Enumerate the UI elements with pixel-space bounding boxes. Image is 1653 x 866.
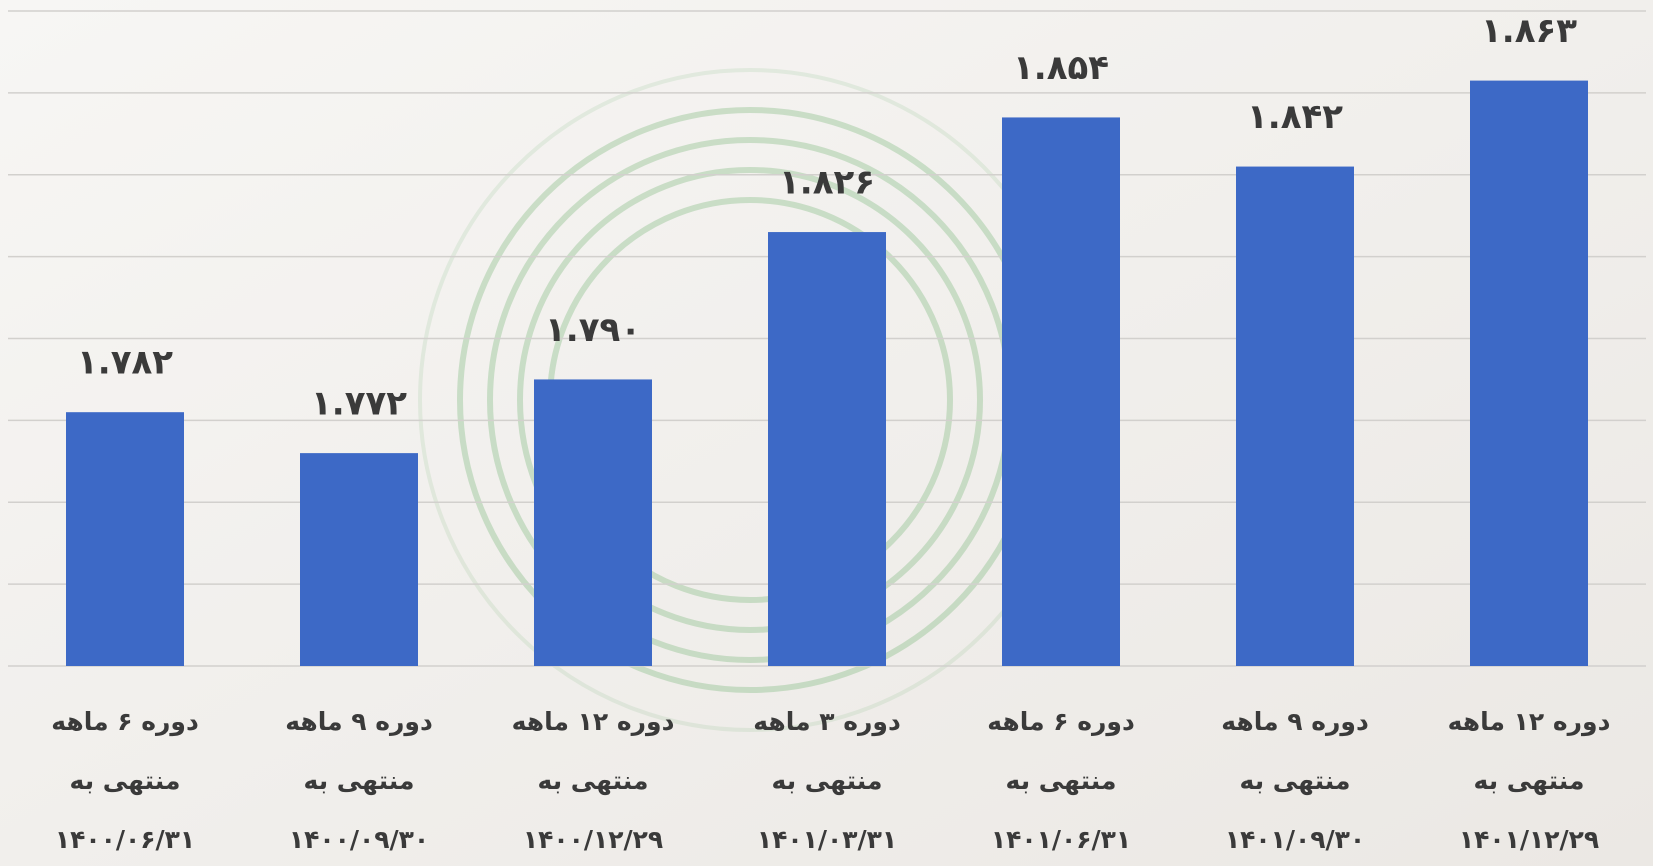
bar (1002, 117, 1120, 666)
value-label: ۱.۸۵۴ (1013, 48, 1109, 88)
x-tick-label: منتهی به (1240, 766, 1351, 796)
x-tick-label: منتهی به (1474, 766, 1585, 796)
bar (534, 379, 652, 666)
x-tick-label: دوره ۶ ماهه (51, 707, 199, 737)
x-tick-label: دوره ۳ ماهه (753, 707, 901, 737)
value-label: ۱.۷۷۲ (311, 384, 407, 424)
bar (1236, 166, 1354, 666)
value-label: ۱.۸۴۲ (1247, 97, 1343, 137)
x-tick-label: دوره ۱۲ ماهه (1448, 707, 1611, 737)
x-tick-label: منتهی به (304, 766, 415, 796)
x-tick-label: ۱۴۰۱/۰۶/۳۱ (991, 825, 1131, 854)
bar (768, 232, 886, 666)
value-label: ۱.۷۸۲ (77, 343, 173, 383)
x-tick-label: ۱۴۰۰/۱۲/۲۹ (523, 825, 663, 854)
bar (300, 453, 418, 666)
x-tick-label: منتهی به (538, 766, 649, 796)
x-tick-label: ۱۴۰۱/۱۲/۲۹ (1459, 825, 1599, 854)
x-tick-label: منتهی به (1006, 766, 1117, 796)
x-tick-label: دوره ۱۲ ماهه (512, 707, 675, 737)
x-tick-label: دوره ۹ ماهه (1221, 707, 1369, 737)
x-tick-label: دوره ۶ ماهه (987, 707, 1135, 737)
x-tick-label: ۱۴۰۰/۰۶/۳۱ (55, 825, 195, 854)
value-label: ۱.۸۶۳ (1481, 11, 1577, 51)
x-tick-label: ۱۴۰۱/۰۹/۳۰ (1225, 825, 1365, 854)
x-tick-label: ۱۴۰۰/۰۹/۳۰ (289, 825, 429, 854)
bar (66, 412, 184, 666)
value-label: ۱.۷۹۰ (545, 310, 641, 350)
value-label: ۱.۸۲۶ (779, 163, 875, 203)
x-tick-label: منتهی به (772, 766, 883, 796)
x-tick-label: منتهی به (70, 766, 181, 796)
x-tick-label: ۱۴۰۱/۰۳/۳۱ (757, 825, 897, 854)
x-tick-label: دوره ۹ ماهه (285, 707, 433, 737)
bar (1470, 80, 1588, 666)
